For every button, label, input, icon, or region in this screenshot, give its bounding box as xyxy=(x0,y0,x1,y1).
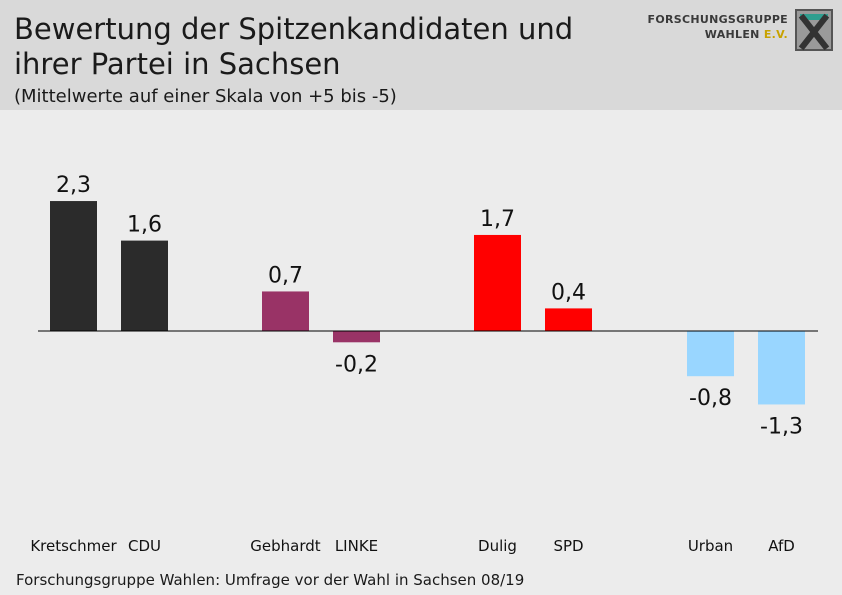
bar-spd xyxy=(545,308,592,331)
chart-subtitle: (Mittelwerte auf einer Skala von +5 bis … xyxy=(14,86,397,107)
header-band: Bewertung der Spitzenkandidaten und ihre… xyxy=(0,0,842,110)
bar-kretschmer xyxy=(50,201,97,331)
bar-chart: 2,3 Kretschmer 1,6 CDU 0,7 Gebhardt -0,2 LINKE 1… xyxy=(30,173,818,555)
category-label-spd: SPD xyxy=(553,537,583,555)
logo-line2-suffix: E.V. xyxy=(763,28,788,41)
bar-dulig xyxy=(474,234,521,331)
source-note: Forschungsgruppe Wahlen: Umfrage vor der… xyxy=(16,571,525,589)
value-label-cdu: 1,6 xyxy=(127,213,162,238)
bar-urban xyxy=(687,331,734,377)
logo-line2-main: WAHLEN xyxy=(704,28,760,41)
value-label-dulig: 1,7 xyxy=(480,207,515,232)
category-label-kretschmer: Kretschmer xyxy=(30,537,117,555)
logo-line2: WAHLEN E.V. xyxy=(648,27,789,42)
bar-afd xyxy=(758,331,805,405)
category-label-cdu: CDU xyxy=(128,537,161,555)
value-label-kretschmer: 2,3 xyxy=(56,173,91,198)
bar-linke xyxy=(333,331,380,343)
value-label-linke: -0,2 xyxy=(335,352,378,377)
category-label-linke: LINKE xyxy=(335,537,378,555)
category-label-urban: Urban xyxy=(688,537,733,555)
category-label-afd: AfD xyxy=(768,537,795,555)
logo-line1: FORSCHUNGSGRUPPE xyxy=(647,13,788,26)
value-label-urban: -0,8 xyxy=(689,386,732,411)
bar-cdu xyxy=(121,240,168,331)
bar-gebhardt xyxy=(262,291,309,331)
logo-x-icon xyxy=(795,9,833,51)
chart-title: Bewertung der Spitzenkandidaten und ihre… xyxy=(14,12,574,81)
value-label-afd: -1,3 xyxy=(760,414,803,439)
category-label-dulig: Dulig xyxy=(478,537,517,555)
value-label-gebhardt: 0,7 xyxy=(268,263,303,288)
category-label-gebhardt: Gebhardt xyxy=(250,537,320,555)
logo-text: FORSCHUNGSGRUPPE WAHLEN E.V. xyxy=(648,12,789,42)
value-label-spd: 0,4 xyxy=(551,280,586,305)
